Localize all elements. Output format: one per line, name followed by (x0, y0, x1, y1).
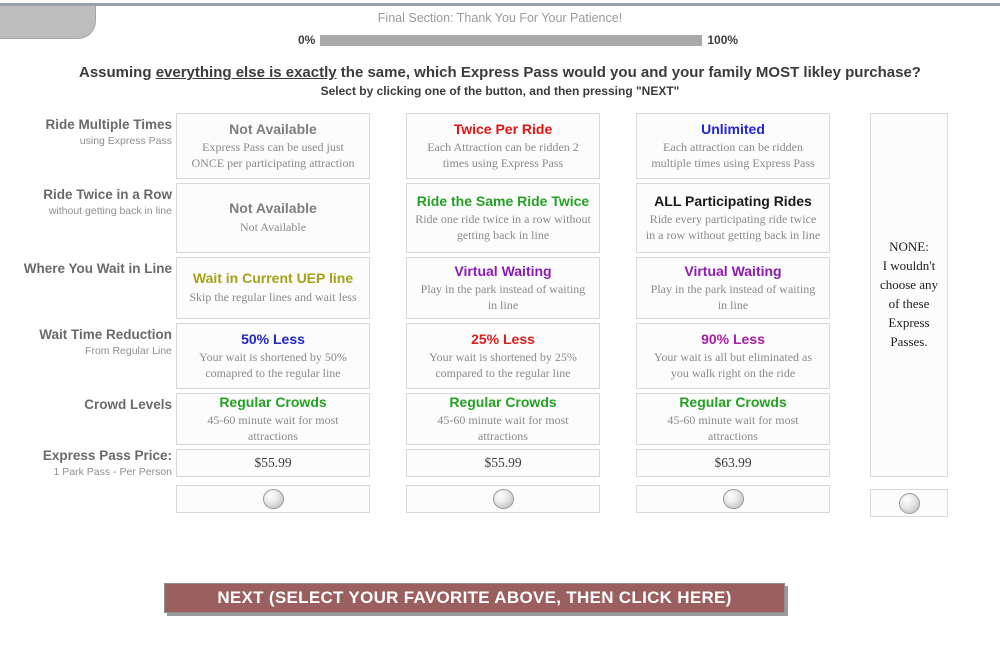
none-option-column: NONE: I wouldn't choose any of these Exp… (870, 113, 948, 517)
cell-headline: Ride the Same Ride Twice (416, 192, 590, 209)
pass2-price-cell: $55.99 (406, 449, 600, 477)
pass2-ride-multiple-cell: Twice Per Ride Each Attraction can be ri… (406, 113, 600, 179)
cell-headline: Not Available (229, 200, 317, 217)
cell-headline: Regular Crowds (449, 393, 557, 410)
pass1-ride-multiple-cell: Not Available Express Pass can be used j… (176, 113, 370, 179)
pass2-wait-location-cell: Virtual Waiting Play in the park instead… (406, 257, 600, 319)
none-radio-cell (870, 489, 948, 517)
question-text: Assuming everything else is exactly the … (0, 64, 1000, 81)
progress-bar-row: 0% 100% (298, 33, 738, 47)
cell-headline: Twice Per Ride (453, 120, 553, 137)
pass3-price-cell: $63.99 (636, 449, 830, 477)
feature-label-ride-twice-in-a-row: Ride Twice in a Row without getting back… (20, 187, 172, 217)
cell-description: Each Attraction can be ridden 2 times us… (427, 140, 579, 170)
feature-label-express-pass-price: Express Pass Price: 1 Park Pass - Per Pe… (20, 448, 172, 478)
cell-headline: Not Available (229, 120, 317, 137)
pass1-wait-reduction-cell: 50% Less Your wait is shortened by 50% c… (176, 323, 370, 389)
pass3-wait-reduction-cell: 90% Less Your wait is all but eliminated… (636, 323, 830, 389)
cell-description: Ride every participating ride twice in a… (645, 212, 821, 242)
cell-description: Each attraction can be ridden multiple t… (651, 140, 815, 170)
feature-label-crowd-levels: Crowd Levels (20, 397, 172, 412)
pass3-crowd-levels-cell: Regular Crowds 45-60 minute wait for mos… (636, 393, 830, 445)
question-instruction: Select by clicking one of the button, an… (320, 84, 680, 98)
pass3-wait-location-cell: Virtual Waiting Play in the park instead… (636, 257, 830, 319)
cell-headline: Regular Crowds (679, 393, 787, 410)
question-text-underlined: everything else is exactly (155, 64, 337, 81)
price-value: $63.99 (714, 455, 752, 470)
pass3-radio-cell (636, 485, 830, 513)
cell-description: Play in the park instead of waiting in l… (650, 282, 816, 312)
pass1-wait-location-cell: Wait in Current UEP line Skip the regula… (176, 257, 370, 319)
cell-headline: Wait in Current UEP line (192, 270, 354, 287)
cell-description: Your wait is all but eliminated as you w… (653, 350, 813, 380)
feature-label-text: Crowd Levels (84, 397, 172, 412)
next-button[interactable]: NEXT (SELECT YOUR FAVORITE ABOVE, THEN C… (164, 583, 785, 613)
progress-track (320, 34, 703, 46)
cell-headline: 25% Less (471, 330, 535, 347)
pass1-price-cell: $55.99 (176, 449, 370, 477)
pass3-ride-twice-cell: ALL Participating Rides Ride every parti… (636, 183, 830, 253)
feature-label-where-you-wait: Where You Wait in Line (20, 261, 172, 276)
none-option-text: NONE: I wouldn't choose any of these Exp… (879, 239, 939, 349)
cell-description: Express Pass can be used just ONCE per p… (191, 140, 355, 170)
cell-headline: 50% Less (241, 330, 305, 347)
pass-column-3: Unlimited Each attraction can be ridden … (636, 113, 830, 513)
pass2-radio-cell (406, 485, 600, 513)
none-option-cell: NONE: I wouldn't choose any of these Exp… (870, 113, 948, 477)
cell-headline: Regular Crowds (219, 393, 327, 410)
question-text-start: Assuming (79, 64, 156, 81)
cell-headline: Virtual Waiting (454, 262, 552, 279)
pass2-wait-reduction-cell: 25% Less Your wait is shortened by 25% c… (406, 323, 600, 389)
cell-description: Your wait is shortened by 25% compared t… (429, 350, 577, 380)
pass1-radio-button[interactable] (262, 489, 284, 509)
question-text-end: the same, which Express Pass would you a… (336, 64, 921, 81)
none-radio-button[interactable] (898, 492, 920, 514)
cell-headline: Virtual Waiting (684, 262, 782, 279)
feature-sublabel-text: 1 Park Pass - Per Person (53, 466, 172, 478)
pass2-ride-twice-cell: Ride the Same Ride Twice Ride one ride t… (406, 183, 600, 253)
price-value: $55.99 (484, 455, 522, 470)
cell-headline: 90% Less (701, 330, 765, 347)
cell-description: 45-60 minute wait for most attractions (437, 413, 569, 443)
corner-tab (0, 6, 96, 39)
progress-start-label: 0% (298, 33, 316, 47)
feature-sublabel-text: From Regular Line (85, 345, 172, 357)
feature-sublabel-text: without getting back in line (48, 205, 172, 217)
pass1-ride-twice-cell: Not Available Not Available (176, 183, 370, 253)
feature-label-wait-time-reduction: Wait Time Reduction From Regular Line (20, 327, 172, 357)
pass-column-2: Twice Per Ride Each Attraction can be ri… (406, 113, 600, 513)
cell-headline: ALL Participating Rides (654, 192, 812, 209)
pass2-radio-button[interactable] (492, 489, 514, 509)
progress-end-label: 100% (707, 33, 739, 47)
price-value: $55.99 (254, 455, 292, 470)
pass3-ride-multiple-cell: Unlimited Each attraction can be ridden … (636, 113, 830, 179)
cell-headline: Unlimited (701, 120, 765, 137)
top-divider-line (0, 3, 1000, 6)
cell-description: Skip the regular lines and wait less (189, 289, 357, 304)
feature-label-text: Ride Twice in a Row (43, 187, 172, 202)
feature-label-text: Wait Time Reduction (39, 327, 172, 342)
pass1-crowd-levels-cell: Regular Crowds 45-60 minute wait for mos… (176, 393, 370, 445)
cell-description: Ride one ride twice in a row without get… (415, 212, 591, 242)
feature-label-text: Where You Wait in Line (23, 261, 172, 276)
cell-description: 45-60 minute wait for most attractions (207, 413, 339, 443)
feature-label-text: Express Pass Price: (42, 448, 172, 463)
pass-column-1: Not Available Express Pass can be used j… (176, 113, 370, 513)
cell-description: Your wait is shortened by 50% comapred t… (199, 350, 347, 380)
feature-sublabel-text: using Express Pass (79, 135, 172, 147)
cell-description: Not Available (239, 219, 307, 234)
feature-label-text: Ride Multiple Times (45, 117, 172, 132)
pass3-radio-button[interactable] (722, 489, 744, 509)
pass2-crowd-levels-cell: Regular Crowds 45-60 minute wait for mos… (406, 393, 600, 445)
section-title: Final Section: Thank You For Your Patien… (377, 11, 623, 25)
cell-description: 45-60 minute wait for most attractions (667, 413, 799, 443)
cell-description: Play in the park instead of waiting in l… (420, 282, 586, 312)
pass1-radio-cell (176, 485, 370, 513)
feature-label-ride-multiple-times: Ride Multiple Times using Express Pass (20, 117, 172, 147)
